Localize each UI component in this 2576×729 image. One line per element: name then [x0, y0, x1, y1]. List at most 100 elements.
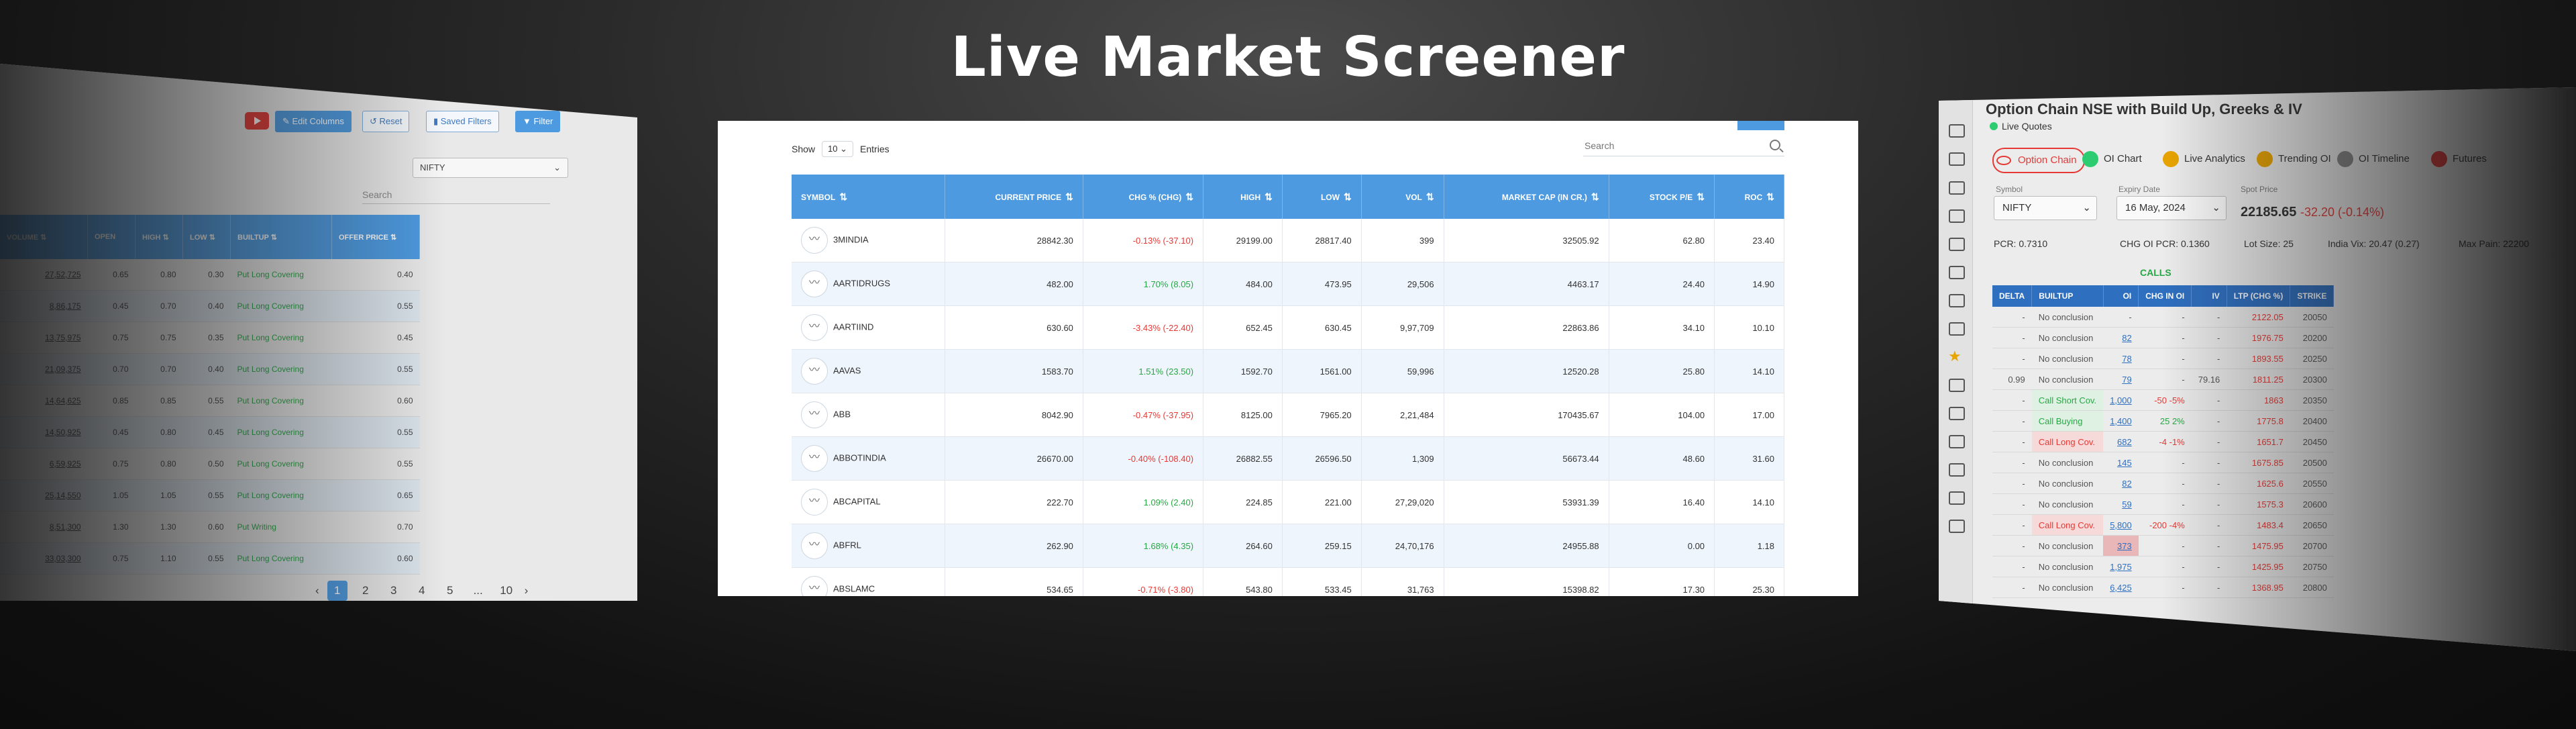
col-7[interactable]: STOCK P/E ⇅ — [1609, 175, 1715, 219]
page-4[interactable]: 4 — [418, 584, 425, 597]
table-row[interactable]: 〰 AAVAS 1583.70 1.51% (23.50) 1592.70 1561.00… — [792, 349, 1784, 393]
search-input[interactable] — [1583, 136, 1760, 156]
tab-oi-chart[interactable]: OI Chart — [2080, 148, 2149, 171]
table-row[interactable]: - No conclusion 6,425- -1368.95 20800 — [1992, 577, 2334, 598]
trend-chart-icon[interactable]: 〰 — [801, 532, 828, 559]
table-row[interactable]: - No conclusion 59- -1575.3 20600 — [1992, 493, 2334, 515]
sort-icon[interactable]: ⇅ — [1426, 191, 1434, 202]
table-row[interactable]: 14,50,925 0.45 0.80 0.45 Put Long Covering 0.… — [0, 416, 420, 448]
oi-cell[interactable]: 682 — [2103, 431, 2139, 452]
table-row[interactable]: 〰 ABCAPITAL 222.70 1.09% (2.40) 224.85 221.00… — [792, 480, 1784, 524]
oc-col-4[interactable]: IV — [2191, 285, 2227, 307]
table-row[interactable]: - No conclusion 145- -1675.85 20500 — [1992, 452, 2334, 473]
tab-live-analytics[interactable]: Live Analytics — [2160, 148, 2252, 171]
table-row[interactable]: - Call Long Cov. 5,800 -200 -4% -1483.4 20650 — [1992, 514, 2334, 536]
col-high[interactable]: HIGH ⇅ — [135, 215, 183, 259]
star-icon[interactable]: ★ — [1948, 348, 1962, 364]
table-row[interactable]: - No conclusion 82- -1976.75 20200 — [1992, 327, 2334, 348]
sort-icon[interactable]: ⇅ — [1265, 191, 1273, 202]
col-4[interactable]: LOW ⇅ — [1282, 175, 1362, 219]
sort-icon[interactable]: ⇅ — [1185, 191, 1194, 202]
col-0[interactable]: SYMBOL ⇅ — [792, 175, 946, 219]
sort-icon[interactable]: ⇅ — [1065, 191, 1073, 202]
oc-col-5[interactable]: LTP (CHG %) — [2226, 285, 2291, 307]
oi-cell[interactable]: 1,400 — [2103, 410, 2139, 432]
table-row[interactable]: 〰 AARTIDRUGS 482.00 1.70% (8.05) 484.00 473.9… — [792, 262, 1784, 306]
symbol-cell[interactable]: 〰 3MINDIA — [792, 219, 946, 262]
table-row[interactable]: - No conclusion 82- -1625.6 20550 — [1992, 473, 2334, 494]
oi-cell[interactable]: 78 — [2103, 348, 2139, 369]
trend-chart-icon[interactable]: 〰 — [801, 358, 828, 385]
table-row[interactable]: 27,52,725 0.65 0.80 0.30 Put Long Covering 0.… — [0, 259, 420, 291]
symbol-cell[interactable]: 〰 ABCAPITAL — [792, 480, 946, 524]
filter-button[interactable]: ▼ Filter — [515, 111, 561, 132]
search-icon[interactable] — [1770, 140, 1780, 150]
oc-col-0[interactable]: DELTA — [1992, 285, 2033, 307]
table-row[interactable]: 〰 ABFRL 262.90 1.68% (4.35) 264.60 259.15 24,7… — [792, 524, 1784, 568]
next-page-icon[interactable]: › — [524, 584, 529, 597]
symbol-cell[interactable]: 〰 ABB — [792, 393, 946, 437]
table-row[interactable]: 0.99 No conclusion 79-79.16 1811.25 20300 — [1992, 369, 2334, 390]
edit-columns-button[interactable]: ✎ Edit Columns — [275, 111, 352, 132]
col-offer-price[interactable]: OFFER PRICE ⇅ — [331, 215, 420, 259]
page-2[interactable]: 2 — [362, 584, 369, 597]
col-builtup[interactable]: BUILTUP ⇅ — [230, 215, 332, 259]
tab-oi-timeline[interactable]: OI Timeline — [2334, 148, 2416, 171]
page-1[interactable]: 1 — [327, 581, 347, 601]
list-icon[interactable] — [1949, 238, 1965, 251]
oi-cell[interactable]: - — [2103, 307, 2139, 328]
table-row[interactable]: - No conclusion - - -2122.05 20050 — [1992, 307, 2334, 328]
table-row[interactable]: - Call Short Cov. 1,000 -50 -5% -1863 20350 — [1992, 389, 2334, 411]
table-row[interactable]: 21,09,375 0.70 0.70 0.40 Put Long Covering 0.… — [0, 353, 420, 385]
trend-chart-icon[interactable]: 〰 — [801, 314, 828, 341]
filter-tab[interactable] — [1737, 121, 1784, 130]
rocket-icon[interactable] — [1949, 491, 1965, 505]
page-7[interactable]: 10 — [500, 584, 513, 597]
oi-cell[interactable]: 145 — [2103, 452, 2139, 473]
link-icon[interactable] — [1949, 266, 1965, 279]
trend-chart-icon[interactable]: 〰 — [801, 445, 828, 472]
trend-chart-icon[interactable]: 〰 — [801, 489, 828, 516]
note-icon[interactable] — [1949, 520, 1965, 533]
reset-button[interactable]: ↺ Reset — [362, 111, 410, 132]
oi-cell[interactable]: 82 — [2103, 473, 2139, 494]
youtube-icon[interactable] — [245, 112, 269, 130]
stats-icon[interactable] — [1949, 294, 1965, 307]
table-row[interactable]: - Call Buying 1,400 25 2% -1775.8 20400 — [1992, 410, 2334, 432]
sort-icon[interactable]: ⇅ — [1343, 191, 1352, 202]
oc-col-1[interactable]: BUILTUP — [2031, 285, 2104, 307]
symbol-cell[interactable]: 〰 ABBOTINDIA — [792, 436, 946, 481]
symbol-cell[interactable]: 〰 ABSLAMC — [792, 567, 946, 596]
symbol-select[interactable]: NIFTY ⌄ — [1994, 196, 2097, 220]
table-row[interactable]: 25,14,550 1.05 1.05 0.55 Put Long Covering 0.… — [0, 479, 420, 512]
saved-filters-button[interactable]: ▮ Saved Filters — [426, 111, 499, 132]
col-open[interactable]: OPEN — [87, 215, 136, 259]
entries-select[interactable]: 10 ⌄ — [822, 141, 854, 157]
oi-cell[interactable]: 79 — [2103, 369, 2139, 390]
page-3[interactable]: 3 — [390, 584, 397, 597]
oi-cell[interactable]: 82 — [2103, 327, 2139, 348]
symbol-cell[interactable]: 〰 AAVAS — [792, 349, 946, 393]
oc-col-2[interactable]: OI — [2103, 285, 2139, 307]
table-row[interactable]: 8,51,300 1.30 1.30 0.60 Put Writing 0.70 — [0, 511, 420, 543]
col-volume[interactable]: VOLUME ⇅ — [0, 215, 88, 259]
table-row[interactable]: 33,03,300 0.75 1.10 0.55 Put Long Covering 0.… — [0, 542, 420, 575]
grid-icon[interactable] — [1949, 435, 1965, 448]
col-low[interactable]: LOW ⇅ — [182, 215, 231, 259]
oi-cell[interactable]: 6,425 — [2103, 577, 2139, 598]
table-row[interactable]: 〰 3MINDIA 28842.30 -0.13% (-37.10) 29199.00 2… — [792, 219, 1784, 262]
alarm-icon[interactable] — [1949, 407, 1965, 420]
tab-trending-oi[interactable]: Trending OI — [2254, 148, 2338, 171]
expiry-select[interactable]: 16 May, 2024 ⌄ — [2116, 196, 2226, 220]
col-6[interactable]: MARKET CAP (IN CR.) ⇅ — [1444, 175, 1609, 219]
analytics-icon[interactable] — [1949, 209, 1965, 223]
trend-chart-icon[interactable]: 〰 — [801, 227, 828, 254]
table-icon[interactable] — [1949, 181, 1965, 195]
book-icon[interactable] — [1949, 379, 1965, 392]
oi-cell[interactable]: 373 — [2103, 535, 2139, 556]
trend-chart-icon[interactable]: 〰 — [801, 576, 828, 596]
oc-col-3[interactable]: CHG IN OI — [2138, 285, 2192, 307]
oi-cell[interactable]: 1,975 — [2103, 556, 2139, 577]
table-row[interactable]: 13,75,975 0.75 0.75 0.35 Put Long Covering 0.… — [0, 322, 420, 354]
table-row[interactable]: 6,59,925 0.75 0.80 0.50 Put Long Covering 0.5… — [0, 448, 420, 480]
